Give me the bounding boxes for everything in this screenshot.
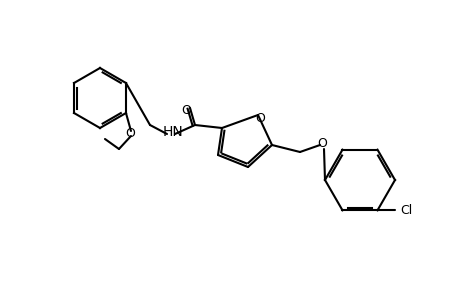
Text: O: O [125,127,134,140]
Text: HN: HN [162,125,183,139]
Text: O: O [316,136,326,149]
Text: Cl: Cl [400,204,412,217]
Text: O: O [254,112,264,124]
Text: O: O [181,103,190,116]
